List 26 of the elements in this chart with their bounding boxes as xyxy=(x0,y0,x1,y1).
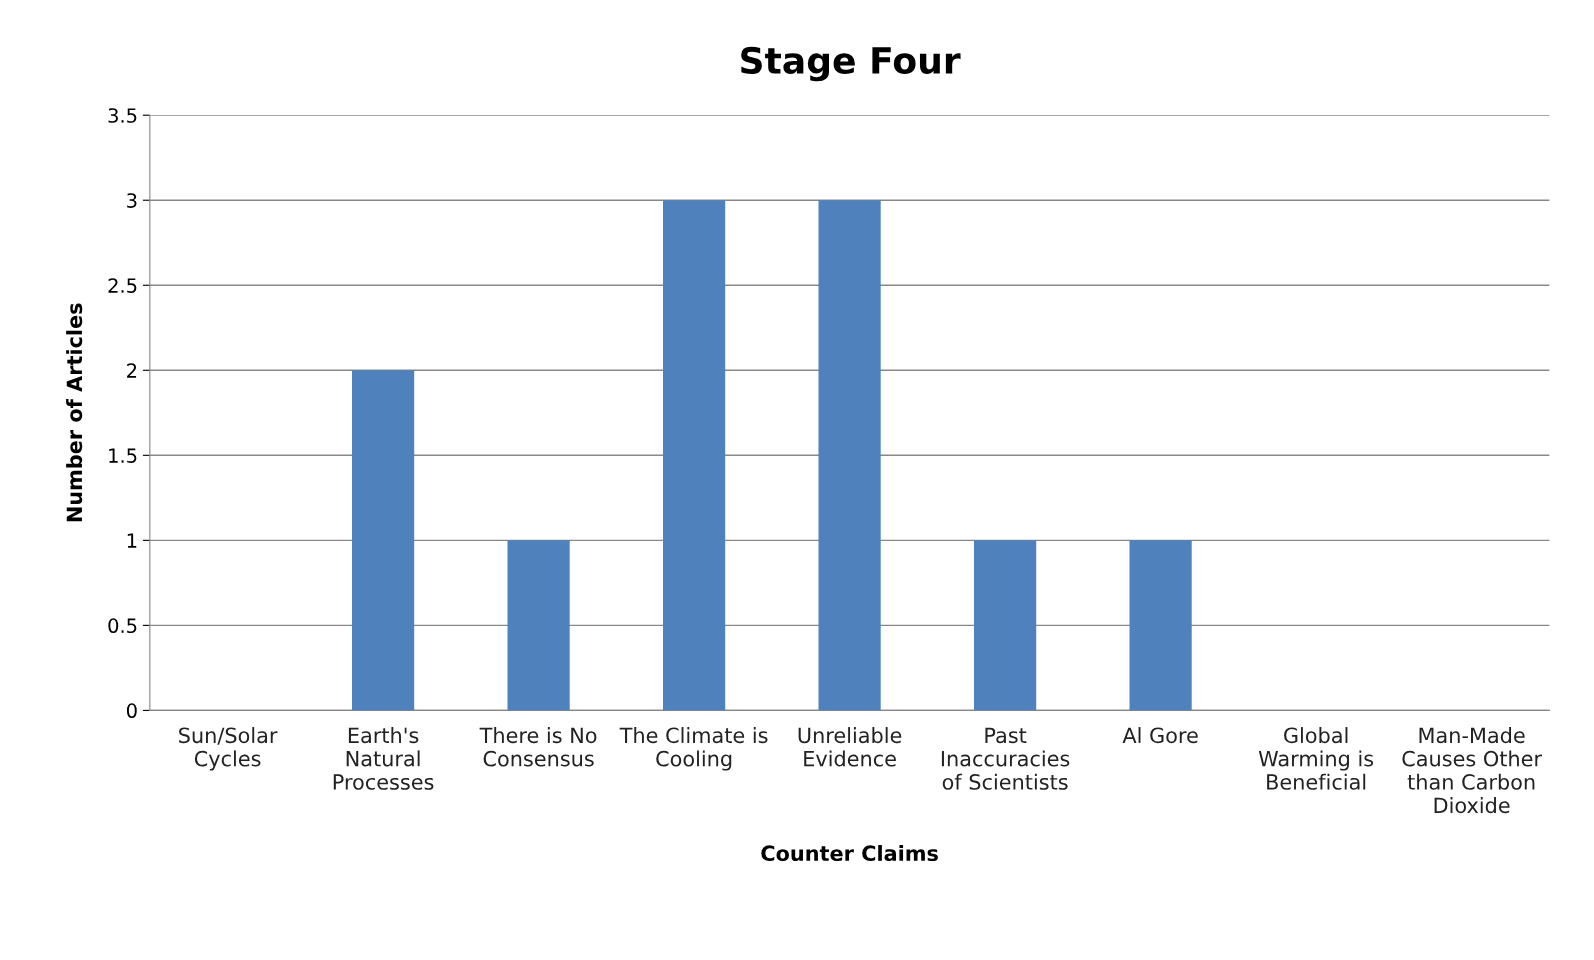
x-tick-label: Global Warming is Beneficial xyxy=(1258,727,1374,790)
y-axis-title: Number of Articles xyxy=(66,303,83,522)
x-tick-label: There is No Consensus xyxy=(479,727,597,767)
x-tick-label: Past Inaccuracies of Scientists xyxy=(941,727,1070,790)
y-tick-label: 3 xyxy=(127,193,137,208)
y-tick-label: 2.5 xyxy=(108,278,137,293)
x-tick-label: Unreliable Evidence xyxy=(798,727,902,767)
bar xyxy=(1129,540,1192,711)
y-tick-label: 1 xyxy=(127,533,137,548)
x-tick-label: Earth's Natural Processes xyxy=(333,727,434,790)
chart-title: Stage Four xyxy=(741,46,961,82)
y-tick-label: 2 xyxy=(127,363,137,378)
x-tick-label: Sun/Solar Cycles xyxy=(179,727,278,771)
bar xyxy=(351,370,415,711)
x-tick-label: Man-Made Causes Other than Carbon Dioxide xyxy=(1402,727,1543,814)
y-tick-label: 1.5 xyxy=(109,448,137,463)
x-tick-label: Al Gore xyxy=(1122,727,1198,744)
x-tick-label: The Climate is Cooling xyxy=(619,727,768,771)
y-tick-label: 0 xyxy=(126,703,137,719)
bar xyxy=(507,540,570,711)
bar xyxy=(663,200,726,711)
x-axis-title: Counter Claims xyxy=(761,844,938,862)
y-tick-label: 0.5 xyxy=(108,618,137,634)
y-tick-label: 3.5 xyxy=(108,108,137,123)
bar xyxy=(818,200,881,711)
bar xyxy=(974,540,1037,711)
